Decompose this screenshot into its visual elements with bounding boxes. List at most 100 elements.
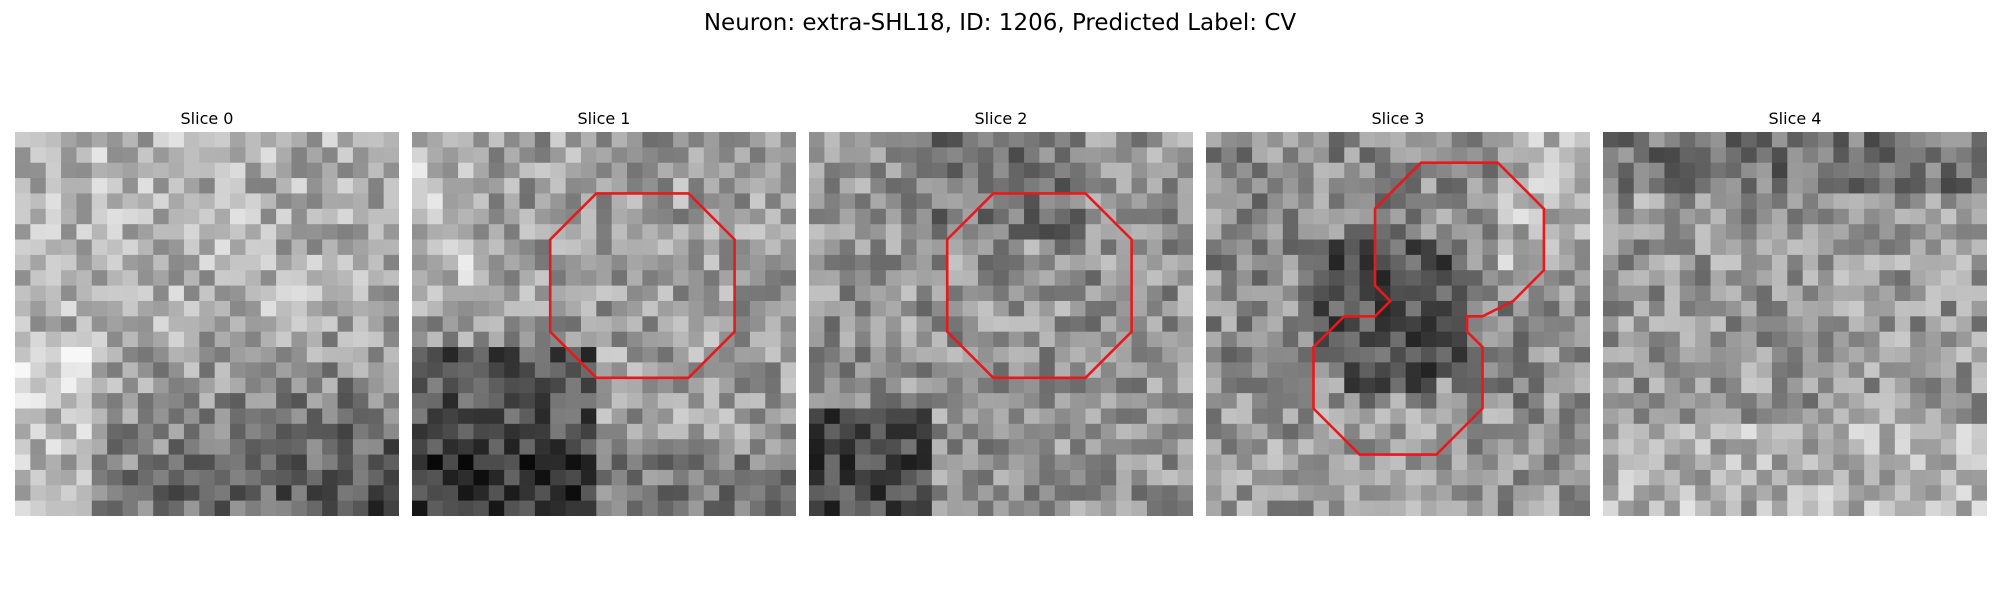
pixel <box>337 331 354 348</box>
pixel <box>291 254 308 271</box>
pixel <box>580 347 597 363</box>
pixel <box>1649 393 1666 410</box>
pixel <box>322 423 339 440</box>
pixel <box>1467 469 1484 486</box>
pixel <box>427 316 444 333</box>
pixel <box>168 408 185 425</box>
pixel <box>1008 193 1025 210</box>
pixel <box>1513 423 1530 440</box>
pixel <box>534 485 551 502</box>
pixel <box>1451 208 1468 225</box>
pixel <box>916 408 933 425</box>
pixel <box>1100 454 1117 471</box>
pixel <box>107 254 124 271</box>
pixel <box>839 285 856 302</box>
pixel <box>107 208 124 225</box>
pixel <box>765 285 782 302</box>
pixel <box>45 408 62 425</box>
pixel <box>245 408 262 425</box>
pixel <box>1177 454 1193 471</box>
pixel <box>885 178 902 195</box>
pixel <box>504 224 521 241</box>
pixel <box>1467 377 1484 394</box>
pixel <box>306 423 323 440</box>
pixel <box>1177 347 1193 363</box>
pixel <box>916 285 933 302</box>
pixel <box>1848 469 1865 486</box>
pixel <box>977 178 994 195</box>
pixel <box>657 439 674 456</box>
pixel <box>1236 485 1253 502</box>
pixel <box>276 224 293 241</box>
pixel <box>260 316 277 333</box>
pixel <box>931 224 948 241</box>
pixel <box>719 485 736 502</box>
pixel <box>1649 423 1666 440</box>
pixel <box>1679 193 1696 210</box>
pixel <box>977 500 994 516</box>
pixel <box>1864 162 1881 179</box>
pixel <box>473 132 490 148</box>
pixel <box>1421 454 1437 471</box>
pixel <box>1848 132 1865 148</box>
pixel <box>855 331 872 348</box>
pixel <box>688 147 705 164</box>
pixel <box>1879 485 1896 502</box>
pixel <box>580 147 597 164</box>
pixel <box>947 208 964 225</box>
pixel <box>765 162 782 179</box>
pixel <box>442 408 459 425</box>
pixel <box>1818 485 1834 502</box>
pixel <box>1771 208 1788 225</box>
pixel <box>1252 347 1269 363</box>
pixel <box>1206 439 1222 456</box>
pixel <box>1771 469 1788 486</box>
pixel <box>1374 147 1391 164</box>
pixel <box>1221 393 1238 410</box>
pixel <box>368 331 385 348</box>
pixel <box>337 254 354 271</box>
pixel <box>1802 224 1819 241</box>
pixel <box>642 347 659 363</box>
pixel <box>1482 224 1499 241</box>
pixel <box>76 454 93 471</box>
pixel <box>1679 423 1696 440</box>
pixel <box>611 270 628 287</box>
pixel <box>870 193 887 210</box>
pixel <box>1513 362 1530 379</box>
pixel <box>473 270 490 287</box>
pixel <box>1421 393 1437 410</box>
pixel <box>1741 469 1758 486</box>
pixel <box>61 193 78 210</box>
pixel <box>931 485 948 502</box>
pixel <box>839 147 856 164</box>
pixel <box>765 485 782 502</box>
pixel <box>245 362 262 379</box>
pixel <box>855 224 872 241</box>
pixel <box>1146 147 1163 164</box>
pixel <box>931 254 948 271</box>
pixel <box>1940 285 1957 302</box>
pixel <box>1802 300 1819 317</box>
pixel <box>1497 300 1514 317</box>
pixel <box>107 423 124 440</box>
pixel <box>504 300 521 317</box>
pixel <box>1282 393 1299 410</box>
pixel <box>1710 132 1727 148</box>
pixel <box>657 316 674 333</box>
pixel <box>291 132 308 148</box>
pixel <box>1679 331 1696 348</box>
pixel <box>1405 485 1422 502</box>
pixel <box>383 393 399 410</box>
pixel <box>534 500 551 516</box>
pixel <box>703 362 720 379</box>
pixel <box>1359 300 1376 317</box>
pixel <box>1008 362 1025 379</box>
pixel <box>993 316 1010 333</box>
pixel <box>1513 300 1530 317</box>
pixel <box>1467 254 1484 271</box>
pixel <box>1725 316 1742 333</box>
pixel <box>1221 500 1238 516</box>
pixel <box>427 439 444 456</box>
pixel <box>1298 178 1315 195</box>
